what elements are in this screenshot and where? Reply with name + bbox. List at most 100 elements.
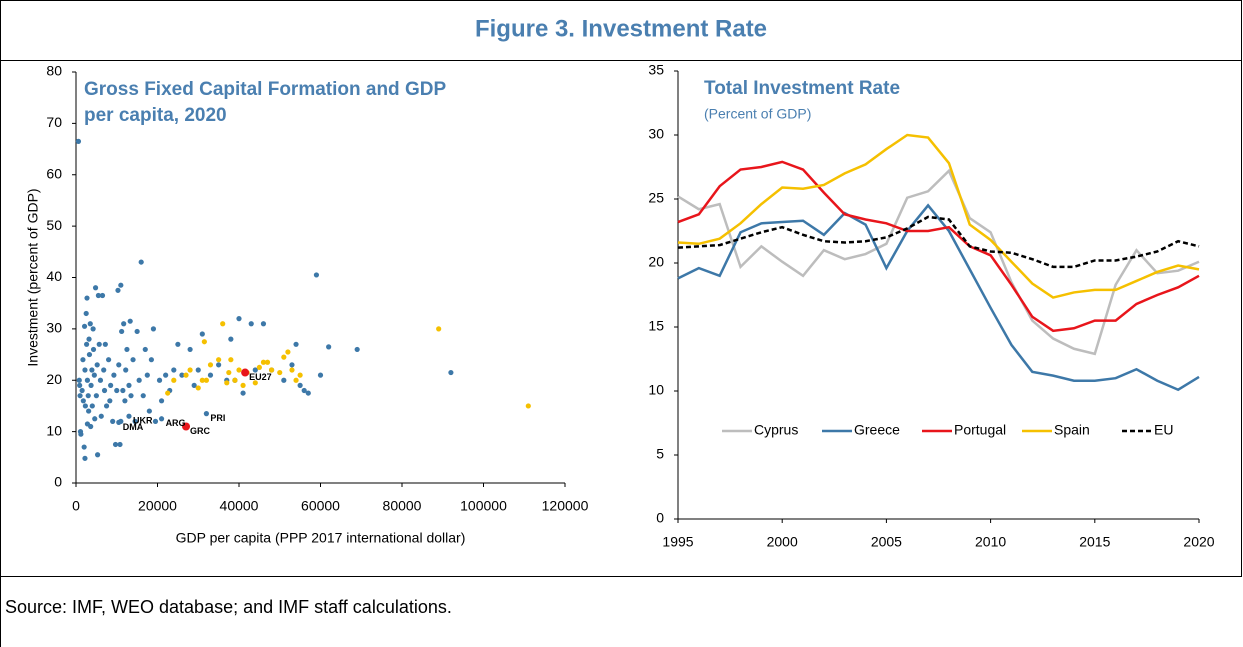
y-tick-label: 0: [54, 474, 62, 490]
scatter-point: [301, 387, 307, 394]
scatter-point: [148, 357, 154, 363]
scatter-point: [84, 295, 90, 301]
scatter-point: [126, 382, 132, 388]
x-tick-label: 40000: [220, 498, 259, 514]
source-note: Source: IMF, WEO database; and IMF staff…: [5, 597, 452, 617]
scatter-point: [152, 418, 159, 424]
scatter-point: [191, 382, 197, 388]
scatter-point: [91, 372, 97, 378]
y-tick-label: 5: [656, 446, 664, 462]
scatter-point: [89, 403, 95, 409]
scatter-point: [101, 387, 108, 394]
scatter-point: [142, 346, 148, 353]
x-tick-label: 60000: [301, 498, 340, 514]
scatter-point: [94, 452, 101, 458]
scatter-point: [90, 326, 96, 332]
x-tick-label: 2015: [1079, 534, 1110, 550]
scatter-point: [111, 372, 117, 378]
legend-label: Greece: [854, 422, 900, 438]
point-label: EU27: [249, 372, 272, 382]
scatter-point: [84, 377, 91, 383]
scatter-point: [96, 341, 102, 347]
scatter-point: [448, 369, 454, 376]
series-line: [677, 203, 1200, 392]
legend-label: EU: [1154, 422, 1173, 438]
scatter-point: [201, 339, 207, 345]
scatter-point: [87, 321, 93, 327]
y-tick-label: 40: [46, 268, 62, 284]
scatter-point: [88, 382, 94, 388]
y-tick-label: 30: [648, 126, 664, 142]
scatter-point: [224, 380, 230, 386]
scatter-point: [297, 372, 303, 378]
scatter-point: [179, 372, 185, 378]
scatter-point: [101, 367, 107, 373]
point-label: ARG: [166, 418, 186, 428]
scatter-point: [77, 382, 83, 388]
scatter-point: [92, 285, 99, 291]
point-label: GRC: [190, 426, 211, 436]
scatter-point: [115, 287, 121, 293]
scatter-point: [106, 357, 112, 363]
scatter-point: [102, 341, 108, 347]
scatter-point: [252, 380, 258, 386]
scatter-point: [158, 416, 165, 422]
scatter-point: [81, 323, 88, 329]
scatter-point: [112, 441, 119, 448]
x-tick-label: 100000: [460, 498, 507, 514]
scatter-point: [293, 377, 299, 383]
scatter-point: [256, 364, 262, 371]
series-line: [677, 168, 1200, 356]
legend-label: Cyprus: [754, 422, 798, 438]
scatter-point: [226, 369, 232, 376]
scatter-point: [281, 354, 287, 360]
y-tick-label: 50: [46, 217, 62, 233]
scatter-point: [119, 328, 125, 335]
scatter-point: [116, 419, 122, 425]
scatter-point: [260, 359, 267, 365]
scatter-point: [220, 321, 226, 327]
scatter-point: [122, 398, 128, 404]
y-tick-label: 20: [46, 371, 62, 387]
scatter-point: [199, 377, 205, 383]
scatter-point: [79, 387, 85, 394]
scatter-point: [99, 292, 106, 299]
scatter-point: [95, 292, 102, 299]
scatter-point: [289, 367, 295, 373]
figure-frame: [0, 0, 1242, 577]
scatter-point: [103, 403, 110, 409]
scatter-point: [82, 403, 88, 409]
scatter-point: [89, 367, 95, 373]
scatter-point: [81, 444, 87, 450]
y-tick-label: 15: [648, 318, 664, 334]
point-label: DMA: [123, 422, 144, 432]
scatter-point: [134, 328, 140, 335]
x-tick-label: 80000: [383, 498, 422, 514]
scatter-point: [187, 346, 193, 353]
scatter-point: [317, 372, 324, 378]
y-tick-label: 10: [648, 382, 664, 398]
scatter-point: [77, 393, 83, 399]
y-tick-label: 10: [46, 422, 62, 438]
scatter-point: [264, 359, 271, 365]
scatter-point: [289, 362, 295, 368]
scatter-point: [110, 418, 116, 424]
x-tick-label: 1995: [662, 534, 693, 550]
chart-title: Total Investment Rate: [704, 78, 900, 99]
scatter-point: [93, 393, 99, 399]
scatter-point: [252, 367, 258, 373]
scatter-point: [285, 349, 291, 355]
scatter-point: [156, 377, 163, 383]
scatter-point: [121, 321, 127, 327]
series-line: [677, 215, 1200, 269]
scatter-point: [82, 367, 88, 373]
scatter-point: [187, 367, 193, 373]
y-tick-label: 30: [46, 320, 62, 336]
scatter-point: [130, 357, 136, 363]
scatter-point: [240, 382, 246, 388]
scatter-point: [165, 390, 171, 396]
scatter-point: [207, 372, 214, 378]
scatter-point: [195, 385, 201, 391]
scatter-point: [175, 341, 181, 347]
